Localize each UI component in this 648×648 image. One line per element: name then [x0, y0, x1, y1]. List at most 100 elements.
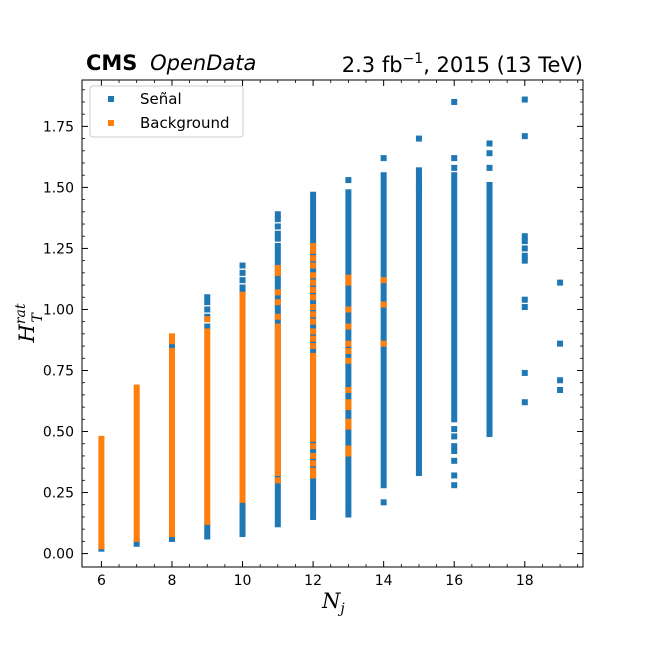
legend-marker-signal	[108, 96, 114, 102]
data-point-band	[380, 172, 387, 489]
data-point	[345, 340, 352, 347]
y-tick-label: 0.50	[43, 425, 74, 441]
data-point-band	[168, 533, 175, 542]
data-point	[274, 211, 281, 218]
legend-box	[89, 85, 244, 138]
data-point	[415, 179, 422, 186]
y-tick-label: 1.25	[43, 241, 74, 257]
data-point	[451, 426, 458, 433]
data-point	[310, 443, 317, 450]
data-point	[557, 340, 564, 347]
data-point	[415, 462, 422, 469]
data-point	[451, 98, 458, 105]
y-axis-label-sub: T	[30, 312, 46, 323]
data-point	[310, 343, 317, 350]
data-layer	[98, 96, 564, 552]
data-point	[204, 316, 211, 323]
data-point	[310, 335, 317, 342]
data-point	[557, 377, 564, 384]
data-point	[274, 264, 281, 271]
data-point	[310, 279, 317, 286]
data-point	[486, 150, 493, 157]
data-point	[345, 445, 352, 452]
data-point	[415, 196, 422, 203]
data-point	[521, 245, 528, 252]
chart-header-left: CMS OpenData	[86, 51, 256, 75]
data-point	[310, 318, 317, 325]
data-point	[380, 301, 387, 308]
x-tick-label: 8	[168, 573, 177, 589]
plot-frame	[81, 79, 584, 568]
svg-text:HratT: HratT	[13, 303, 46, 343]
data-point	[274, 230, 281, 237]
data-point	[345, 399, 352, 406]
y-axis-label: HratT	[13, 303, 46, 343]
data-point	[486, 164, 493, 171]
data-point	[345, 450, 352, 457]
data-point	[345, 387, 352, 394]
data-point-band	[415, 167, 422, 464]
data-point	[521, 304, 528, 311]
run-info-label: , 2015 (13 TeV)	[423, 53, 583, 77]
data-point	[168, 343, 175, 350]
data-point	[168, 333, 175, 340]
data-point-band	[204, 521, 211, 540]
legend-marker-background	[108, 120, 114, 126]
data-point	[451, 164, 458, 171]
data-point-band	[98, 435, 105, 550]
y-tick-label: 0.00	[43, 547, 74, 563]
data-point	[521, 252, 528, 259]
data-point	[451, 448, 458, 455]
data-point-band	[133, 538, 140, 547]
data-point	[274, 216, 281, 223]
data-point	[521, 96, 528, 103]
y-tick-label: 1.50	[43, 180, 74, 196]
x-tick-label: 12	[304, 573, 322, 589]
data-point	[486, 140, 493, 147]
data-point	[204, 294, 211, 301]
series-1	[98, 242, 387, 550]
x-tick-label: 16	[445, 573, 463, 589]
x-tick-label: 6	[97, 573, 106, 589]
y-tick-label: 0.75	[43, 363, 74, 379]
qualifier-label: OpenData	[150, 51, 256, 75]
data-point	[345, 357, 352, 364]
data-point	[345, 306, 352, 313]
data-point	[274, 289, 281, 296]
data-point	[310, 262, 317, 269]
data-point-band	[239, 499, 246, 538]
data-point	[274, 235, 281, 242]
data-point	[521, 369, 528, 376]
data-point	[239, 284, 246, 291]
y-tick-label: 0.25	[43, 486, 74, 502]
tick-layer: 6 8 10 12 14 16 18 0.00 0.25 0.50 0.75 1.00 1.25 1.50…	[43, 80, 583, 589]
data-point	[310, 472, 317, 479]
data-point	[204, 306, 211, 313]
data-point-band	[239, 291, 246, 503]
legend: Señal Background	[89, 85, 244, 138]
data-point	[310, 328, 317, 335]
data-point	[557, 279, 564, 286]
x-tick-label: 14	[375, 573, 393, 589]
x-tick-label: 18	[516, 573, 534, 589]
x-tick-label: 10	[234, 573, 252, 589]
data-point	[310, 286, 317, 293]
data-point	[274, 269, 281, 276]
data-point	[451, 472, 458, 479]
data-point-band	[451, 172, 458, 423]
data-point	[310, 294, 317, 301]
x-axis-label-sub: j	[337, 601, 345, 617]
data-point	[345, 274, 352, 281]
x-axis-label: Nj	[321, 589, 345, 617]
data-point	[239, 262, 246, 269]
data-point	[451, 457, 458, 464]
luminosity-exponent: −1	[403, 51, 424, 67]
data-point	[239, 269, 246, 276]
data-point	[380, 277, 387, 284]
data-point	[557, 387, 564, 394]
data-point-band	[204, 328, 211, 525]
data-point	[239, 526, 246, 533]
data-point	[345, 423, 352, 430]
data-point	[310, 467, 317, 474]
